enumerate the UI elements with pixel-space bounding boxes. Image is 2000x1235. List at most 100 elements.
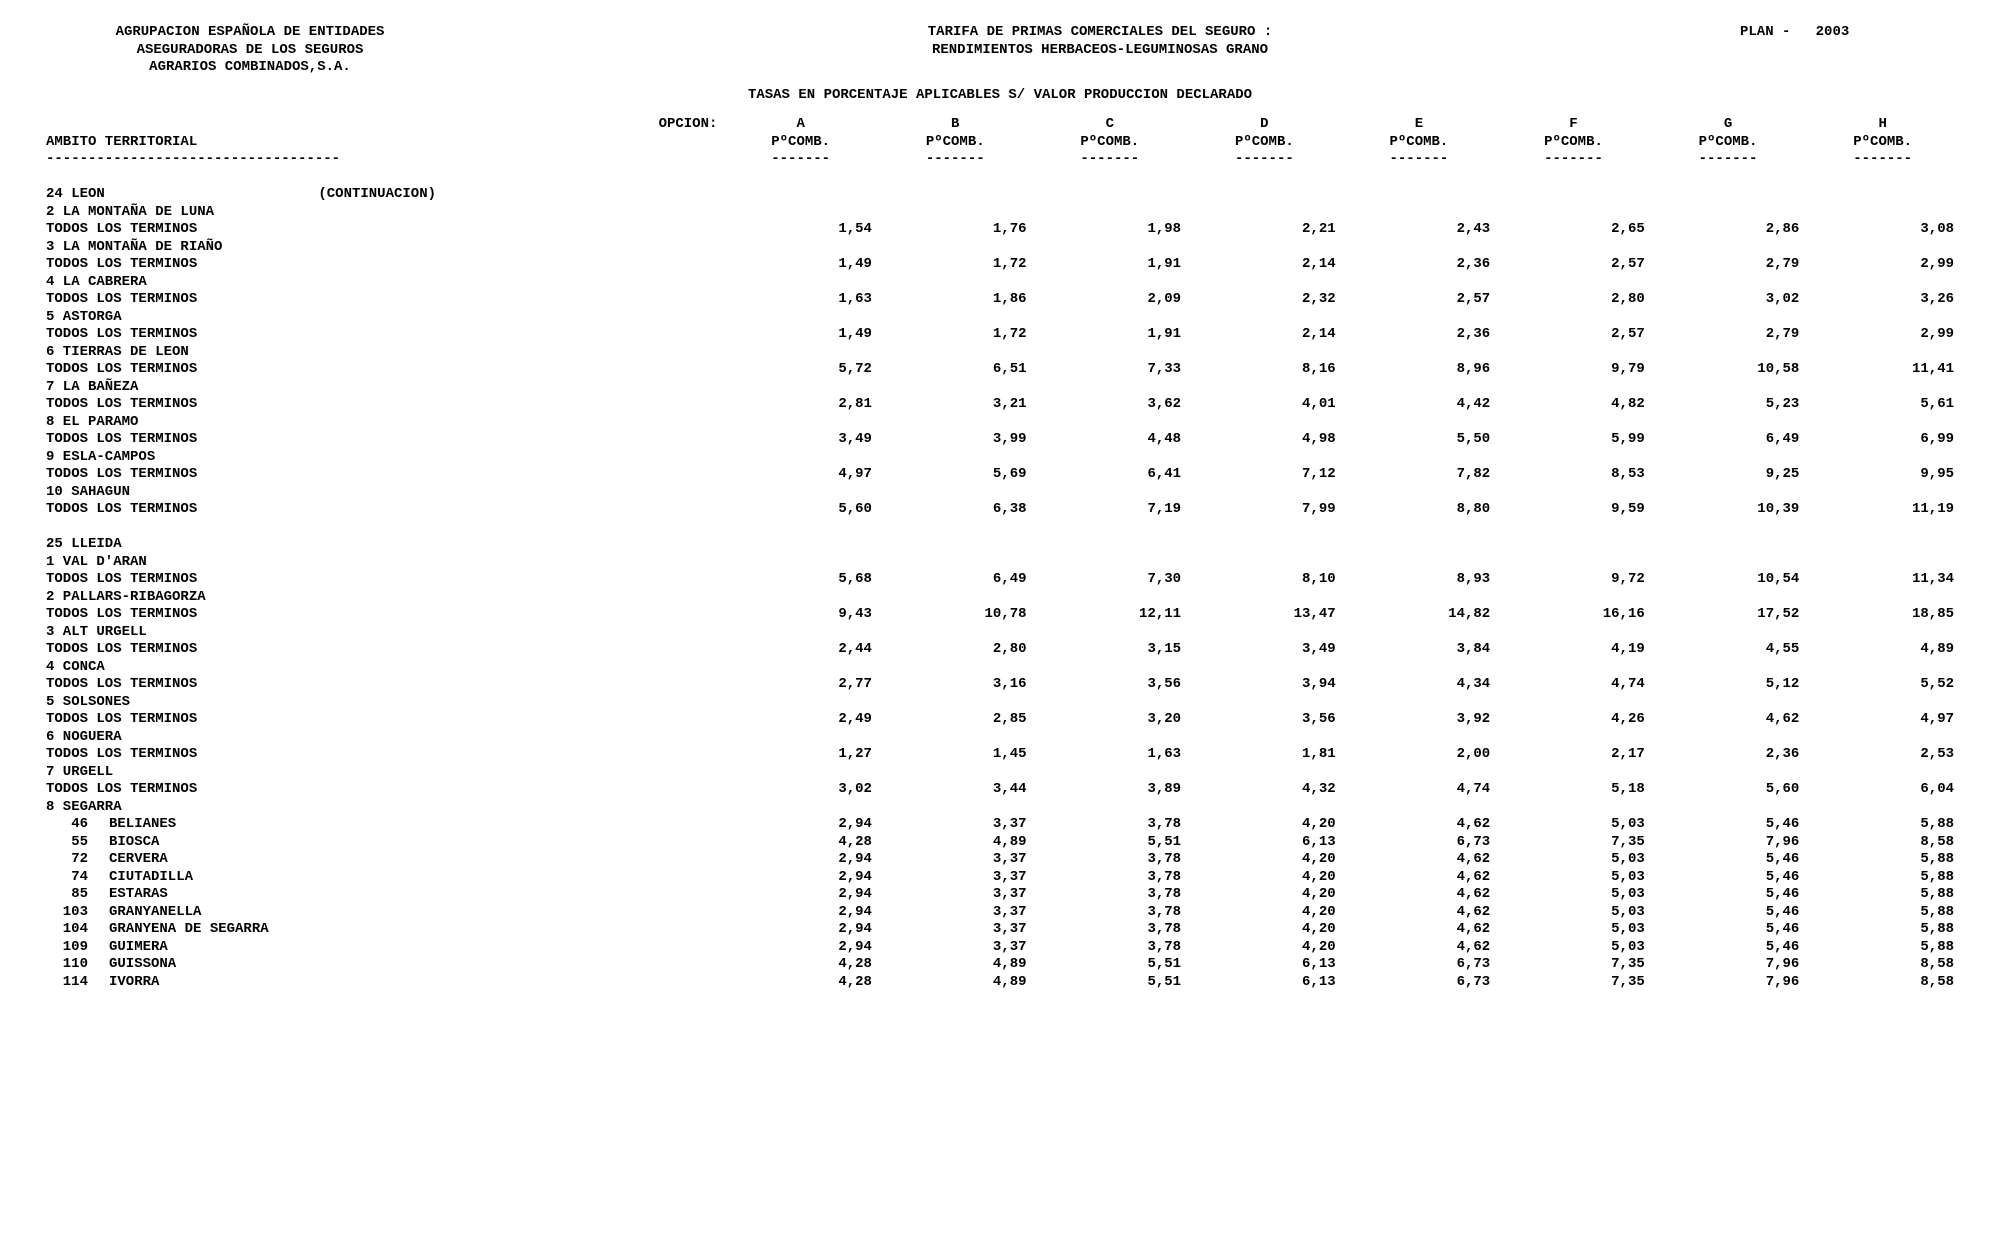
- value-cell: 2,99: [1805, 326, 1960, 344]
- empty-cell: [1496, 309, 1651, 327]
- data-row: 46BELIANES2,943,373,784,204,625,035,465,…: [40, 816, 1960, 834]
- value-cell: 3,84: [1342, 641, 1497, 659]
- value-cell: 2,94: [723, 886, 878, 904]
- value-cell: 2,32: [1187, 291, 1342, 309]
- value-cell: 5,69: [878, 466, 1033, 484]
- value-cell: 5,03: [1496, 869, 1651, 887]
- value-cell: 9,72: [1496, 571, 1651, 589]
- comarca-row: 6 TIERRAS DE LEON: [40, 344, 1960, 362]
- value-cell: 3,89: [1033, 781, 1188, 799]
- empty-cell: [1033, 764, 1188, 782]
- empty-cell: [1033, 659, 1188, 677]
- value-cell: 5,88: [1805, 869, 1960, 887]
- empty-cell: [878, 186, 1033, 204]
- empty-cell: [723, 554, 878, 572]
- empty-cell: [1187, 536, 1342, 554]
- empty-cell: [1651, 344, 1806, 362]
- empty-cell: [878, 414, 1033, 432]
- value-cell: 5,88: [1805, 921, 1960, 939]
- column-metric: PºCOMB.: [878, 134, 1033, 152]
- value-cell: 6,13: [1187, 956, 1342, 974]
- spacer-row: [40, 519, 1960, 537]
- value-cell: 1,49: [723, 256, 878, 274]
- data-row: TODOS LOS TERMINOS3,023,443,894,324,745,…: [40, 781, 1960, 799]
- value-cell: 5,12: [1651, 676, 1806, 694]
- column-metric: PºCOMB.: [1342, 134, 1497, 152]
- value-cell: 9,95: [1805, 466, 1960, 484]
- empty-cell: [723, 519, 878, 537]
- option-letter: C: [1033, 116, 1188, 134]
- value-cell: 9,59: [1496, 501, 1651, 519]
- comarca-header: 5 ASTORGA: [40, 309, 723, 327]
- empty-cell: [878, 589, 1033, 607]
- value-cell: 3,78: [1033, 939, 1188, 957]
- value-cell: 5,50: [1342, 431, 1497, 449]
- value-cell: 3,78: [1033, 904, 1188, 922]
- empty-cell: [723, 449, 878, 467]
- empty-cell: [1651, 799, 1806, 817]
- value-cell: 3,21: [878, 396, 1033, 414]
- value-cell: 1,91: [1033, 256, 1188, 274]
- empty-cell: [1342, 344, 1497, 362]
- data-row: TODOS LOS TERMINOS2,442,803,153,493,844,…: [40, 641, 1960, 659]
- empty-cell: [1187, 379, 1342, 397]
- value-cell: 3,56: [1033, 676, 1188, 694]
- value-cell: 17,52: [1651, 606, 1806, 624]
- empty-cell: [723, 186, 878, 204]
- empty-cell: [1342, 186, 1497, 204]
- empty-cell: [1496, 799, 1651, 817]
- data-row: 109GUIMERA2,943,373,784,204,625,035,465,…: [40, 939, 1960, 957]
- empty-cell: [1342, 239, 1497, 257]
- value-cell: 2,94: [723, 921, 878, 939]
- comarca-row: 2 PALLARS-RIBAGORZA: [40, 589, 1960, 607]
- comarca-header: 4 LA CABRERA: [40, 274, 723, 292]
- column-metric: PºCOMB.: [723, 134, 878, 152]
- value-cell: 2,57: [1496, 326, 1651, 344]
- value-cell: 3,49: [1187, 641, 1342, 659]
- empty-cell: [1033, 344, 1188, 362]
- empty-cell: [1342, 449, 1497, 467]
- value-cell: 7,19: [1033, 501, 1188, 519]
- empty-cell: [1496, 169, 1651, 187]
- value-cell: 4,97: [1805, 711, 1960, 729]
- municipio-label: 114IVORRA: [40, 974, 723, 992]
- value-cell: 12,11: [1033, 606, 1188, 624]
- column-dashes: -------: [1805, 151, 1960, 169]
- value-cell: 2,94: [723, 939, 878, 957]
- empty-cell: [1651, 659, 1806, 677]
- value-cell: 13,47: [1187, 606, 1342, 624]
- comarca-header: 2 LA MONTAÑA DE LUNA: [40, 204, 723, 222]
- empty-cell: [1033, 624, 1188, 642]
- empty-cell: [1187, 764, 1342, 782]
- value-cell: 6,13: [1187, 974, 1342, 992]
- empty-cell: [1805, 239, 1960, 257]
- value-cell: 3,92: [1342, 711, 1497, 729]
- value-cell: 2,36: [1651, 746, 1806, 764]
- value-cell: 3,37: [878, 816, 1033, 834]
- value-cell: 6,99: [1805, 431, 1960, 449]
- empty-cell: [1805, 204, 1960, 222]
- value-cell: 3,37: [878, 939, 1033, 957]
- value-cell: 4,26: [1496, 711, 1651, 729]
- data-row: TODOS LOS TERMINOS9,4310,7812,1113,4714,…: [40, 606, 1960, 624]
- empty-cell: [1342, 484, 1497, 502]
- value-cell: 2,57: [1342, 291, 1497, 309]
- value-cell: 3,37: [878, 851, 1033, 869]
- value-cell: 4,48: [1033, 431, 1188, 449]
- empty-cell: [1033, 519, 1188, 537]
- value-cell: 10,39: [1651, 501, 1806, 519]
- comarca-header: 10 SAHAGUN: [40, 484, 723, 502]
- value-cell: 2,36: [1342, 326, 1497, 344]
- column-metric: PºCOMB.: [1496, 134, 1651, 152]
- value-cell: 2,43: [1342, 221, 1497, 239]
- comarca-header: 9 ESLA-CAMPOS: [40, 449, 723, 467]
- empty-cell: [878, 554, 1033, 572]
- empty-cell: [1805, 764, 1960, 782]
- empty-cell: [1496, 589, 1651, 607]
- rates-table: OPCION:ABCDEFGHAMBITO TERRITORIALPºCOMB.…: [40, 116, 1960, 991]
- value-cell: 5,23: [1651, 396, 1806, 414]
- empty-cell: [1496, 729, 1651, 747]
- spacer-row: [40, 169, 1960, 187]
- empty-cell: [1187, 554, 1342, 572]
- empty-cell: [1805, 186, 1960, 204]
